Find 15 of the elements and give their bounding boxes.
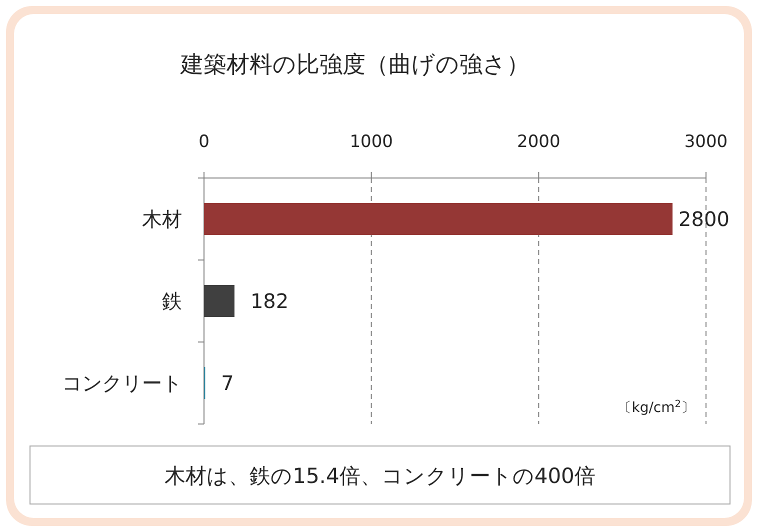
x-tick-label: 2000 [517,132,560,152]
x-tick-label: 0 [198,132,210,152]
x-axis-title: 〔kg/cm$^{2}$〕 [618,398,695,416]
y-tick-label: 鉄 [162,289,182,313]
y-tick-label: 木材 [142,207,182,231]
data-label: 7 [221,371,234,395]
data-label: 182 [250,289,289,313]
bar [204,203,673,235]
x-tick-label: 3000 [684,132,728,152]
bar [204,285,234,317]
x-tick-label: 1000 [350,132,393,152]
text: 木材は、鉄の15.4倍、コンクリートの400倍 [164,464,596,488]
y-tick-label: コンクリート [62,371,182,395]
chart-title: 建築材料の比強度（曲げの強さ） [180,52,530,78]
data-label: 2800 [678,207,730,231]
